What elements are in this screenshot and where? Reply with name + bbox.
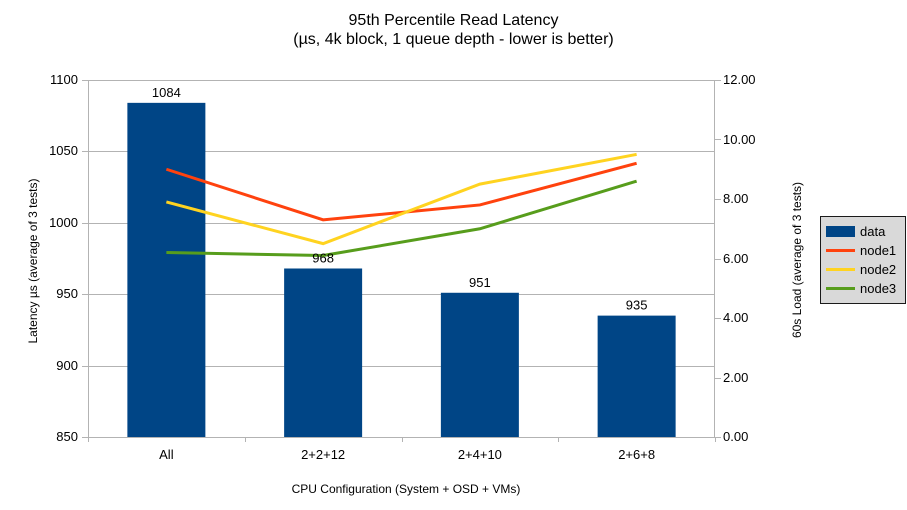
left-axis-tick-label: 1100 bbox=[50, 72, 78, 87]
left-axis-title: Latency µs (average of 3 tests) bbox=[26, 178, 40, 344]
left-axis-tick-label: 900 bbox=[56, 357, 78, 373]
legend-item-node1: node1 bbox=[826, 241, 900, 260]
bar-data-label: 951 bbox=[469, 275, 491, 290]
plot-svg: 1084 968 951 935 bbox=[82, 80, 721, 442]
line-node3 bbox=[166, 179, 638, 258]
left-axis-tick-label: 850 bbox=[56, 429, 78, 444]
bar-data-label: 968 bbox=[312, 250, 334, 265]
chart-subtitle: (µs, 4k block, 1 queue depth - lower is … bbox=[293, 31, 614, 48]
x-axis-category-label: 2+2+12 bbox=[301, 447, 346, 462]
bar-2+6+8 bbox=[597, 315, 676, 437]
x-axis-category-label: 2+6+8 bbox=[618, 447, 656, 462]
line-node1 bbox=[165, 161, 638, 222]
bar-2+2+12 bbox=[284, 268, 363, 437]
legend-swatch-node2 bbox=[826, 268, 855, 271]
legend-swatch-node3 bbox=[826, 287, 855, 290]
legend-item-data: data bbox=[826, 222, 900, 241]
legend-label-node1: node1 bbox=[860, 243, 897, 258]
right-axis-tick-label: 8.00 bbox=[723, 191, 749, 206]
legend-label-node2: node2 bbox=[860, 262, 897, 277]
right-axis-tick-label: 4.00 bbox=[723, 310, 749, 325]
left-axis-tick-label: 1000 bbox=[49, 214, 78, 230]
right-axis-tick-label: 2.00 bbox=[723, 369, 749, 385]
legend-label-data: data bbox=[860, 224, 886, 239]
chart-title: 95th Percentile Read Latency bbox=[348, 12, 559, 29]
x-axis-category-label: All bbox=[159, 447, 174, 462]
right-axis-tick-label: 10.00 bbox=[723, 131, 756, 147]
legend-swatch-data bbox=[826, 226, 855, 237]
bar-data-label: 935 bbox=[626, 298, 648, 313]
right-axis-title: 60s Load (average of 3 tests) bbox=[790, 181, 804, 339]
right-axis-tick-label: 6.00 bbox=[723, 250, 749, 266]
bar-data-label: 1084 bbox=[152, 85, 181, 100]
line-node2 bbox=[165, 152, 637, 246]
left-axis-tick-label: 1050 bbox=[49, 143, 78, 159]
legend-swatch-node1 bbox=[826, 249, 855, 252]
x-axis-title: CPU Configuration (System + OSD + VMs) bbox=[291, 482, 521, 496]
bar-All bbox=[127, 102, 206, 438]
legend-item-node3: node3 bbox=[826, 279, 900, 298]
left-axis-tick-label: 950 bbox=[56, 286, 78, 302]
x-axis-category-label: 2+4+10 bbox=[457, 447, 502, 462]
right-axis-tick-label: 12.00 bbox=[723, 72, 756, 87]
legend: data node1 node2 node3 bbox=[820, 216, 906, 304]
legend-label-node3: node3 bbox=[860, 281, 897, 296]
right-axis-tick-label: 0.00 bbox=[723, 429, 749, 444]
legend-item-node2: node2 bbox=[826, 260, 900, 279]
bar-2+4+10 bbox=[440, 292, 519, 437]
plot-area: 1084 968 951 935 bbox=[82, 80, 721, 442]
